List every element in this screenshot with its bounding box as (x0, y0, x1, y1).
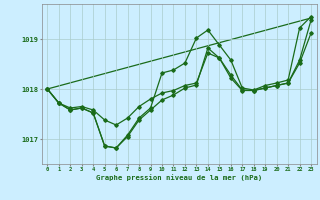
X-axis label: Graphe pression niveau de la mer (hPa): Graphe pression niveau de la mer (hPa) (96, 175, 262, 181)
